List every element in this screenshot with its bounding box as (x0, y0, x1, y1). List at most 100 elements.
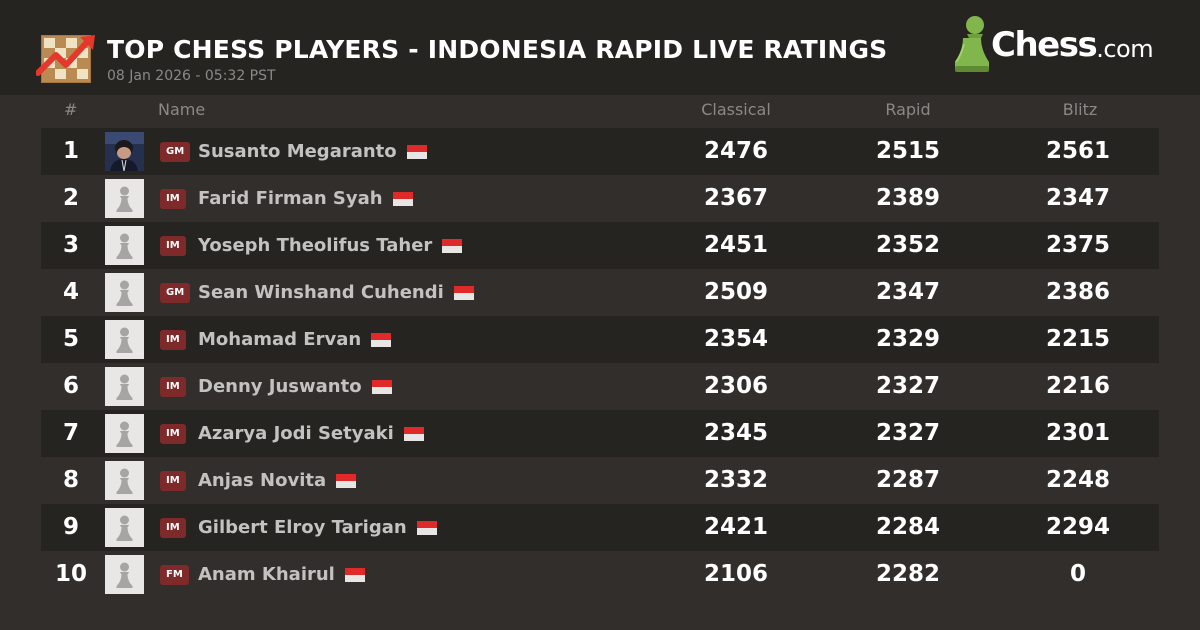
pawn-icon (116, 186, 133, 212)
pawn-icon (116, 280, 133, 306)
rank: 5 (62, 326, 79, 352)
rapid-rating: 2282 (875, 561, 940, 587)
player-name[interactable]: Anjas Novita (198, 470, 327, 491)
pawn-icon (116, 421, 133, 447)
ratings-table: 1 GM Susanto Megaranto 2476 2515 2561 2 … (41, 128, 1159, 598)
blitz-rating: 2294 (1045, 514, 1110, 540)
player-name[interactable]: Gilbert Elroy Tarigan (198, 517, 407, 538)
table-row[interactable]: 1 GM Susanto Megaranto 2476 2515 2561 (41, 128, 1159, 175)
avatar[interactable] (105, 461, 144, 500)
table-row[interactable]: 9 IM Gilbert Elroy Tarigan 2421 2284 229… (41, 504, 1159, 551)
classical-rating: 2476 (703, 138, 768, 164)
rank: 9 (62, 514, 79, 540)
avatar[interactable] (105, 367, 144, 406)
title-badge: IM (160, 377, 186, 397)
column-header-rapid: Rapid (885, 100, 931, 119)
rank: 2 (62, 185, 79, 211)
indonesia-flag-icon (344, 567, 365, 582)
table-row[interactable]: 7 IM Azarya Jodi Setyaki 2345 2327 2301 (41, 410, 1159, 457)
pawn-icon (116, 468, 133, 494)
rapid-rating: 2347 (875, 279, 940, 305)
indonesia-flag-icon (406, 144, 427, 159)
blitz-rating: 2375 (1045, 232, 1110, 258)
classical-rating: 2421 (703, 514, 768, 540)
avatar[interactable] (105, 132, 144, 171)
player-name[interactable]: Susanto Megaranto (198, 141, 397, 162)
blitz-rating: 2561 (1045, 138, 1110, 164)
pawn-icon (116, 327, 133, 353)
title-badge: GM (160, 283, 191, 303)
player-name[interactable]: Yoseph Theolifus Taher (198, 235, 433, 256)
table-row[interactable]: 6 IM Denny Juswanto 2306 2327 2216 (41, 363, 1159, 410)
title-badge: IM (160, 189, 186, 209)
blitz-rating: 2216 (1045, 373, 1110, 399)
blitz-rating: 2248 (1045, 467, 1110, 493)
player-name[interactable]: Mohamad Ervan (198, 329, 362, 350)
avatar[interactable] (105, 320, 144, 359)
table-row[interactable]: 2 IM Farid Firman Syah 2367 2389 2347 (41, 175, 1159, 222)
title-badge: IM (160, 330, 186, 350)
rapid-rating: 2352 (875, 232, 940, 258)
indonesia-flag-icon (403, 426, 424, 441)
chessboard-trending-up-icon (35, 33, 98, 85)
avatar[interactable] (105, 508, 144, 547)
title-badge: FM (160, 565, 189, 585)
classical-rating: 2306 (703, 373, 768, 399)
rapid-rating: 2287 (875, 467, 940, 493)
rapid-rating: 2327 (875, 420, 940, 446)
table-row[interactable]: 3 IM Yoseph Theolifus Taher 2451 2352 23… (41, 222, 1159, 269)
player-name[interactable]: Azarya Jodi Setyaki (198, 423, 394, 444)
column-header-rank: # (64, 100, 78, 119)
blitz-rating: 2301 (1045, 420, 1110, 446)
avatar[interactable] (105, 179, 144, 218)
indonesia-flag-icon (371, 332, 392, 347)
indonesia-flag-icon (416, 520, 437, 535)
blitz-rating: 0 (1069, 561, 1086, 587)
indonesia-flag-icon (336, 473, 357, 488)
classical-rating: 2367 (703, 185, 768, 211)
chess-com-logo[interactable]: Chess .com (955, 15, 1170, 75)
timestamp: 08 Jan 2026 - 05:32 PST (107, 68, 276, 84)
rapid-rating: 2329 (875, 326, 940, 352)
avatar[interactable] (105, 414, 144, 453)
avatar[interactable] (105, 273, 144, 312)
title-badge: GM (160, 142, 191, 162)
rapid-rating: 2515 (875, 138, 940, 164)
rapid-rating: 2327 (875, 373, 940, 399)
player-name[interactable]: Sean Winshand Cuhendi (198, 282, 444, 303)
blitz-rating: 2347 (1045, 185, 1110, 211)
table-row[interactable]: 10 FM Anam Khairul 2106 2282 0 (41, 551, 1159, 598)
indonesia-flag-icon (442, 238, 463, 253)
column-header-classical: Classical (701, 100, 771, 119)
player-name[interactable]: Farid Firman Syah (198, 188, 383, 209)
classical-rating: 2106 (703, 561, 768, 587)
column-header-name: Name (158, 100, 206, 119)
player-name[interactable]: Anam Khairul (198, 564, 335, 585)
rank: 8 (62, 467, 79, 493)
classical-rating: 2345 (703, 420, 768, 446)
classical-rating: 2332 (703, 467, 768, 493)
classical-rating: 2451 (703, 232, 768, 258)
title-badge: IM (160, 236, 186, 256)
page-title: TOP CHESS PLAYERS - INDONESIA RAPID LIVE… (107, 35, 888, 64)
table-row[interactable]: 8 IM Anjas Novita 2332 2287 2248 (41, 457, 1159, 504)
title-badge: IM (160, 424, 186, 444)
title-badge: IM (160, 518, 186, 538)
indonesia-flag-icon (371, 379, 392, 394)
avatar[interactable] (105, 555, 144, 594)
brand-name: Chess (991, 25, 1098, 65)
player-name[interactable]: Denny Juswanto (198, 376, 362, 397)
avatar[interactable] (105, 226, 144, 265)
table-row[interactable]: 4 GM Sean Winshand Cuhendi 2509 2347 238… (41, 269, 1159, 316)
table-header: # Name Classical Rapid Blitz (0, 100, 1200, 122)
indonesia-flag-icon (392, 191, 413, 206)
table-row[interactable]: 5 IM Mohamad Ervan 2354 2329 2215 (41, 316, 1159, 363)
rapid-rating: 2284 (875, 514, 940, 540)
rank: 7 (62, 420, 79, 446)
rank: 10 (54, 561, 87, 587)
pawn-icon (116, 562, 133, 588)
rapid-rating: 2389 (875, 185, 940, 211)
title-badge: IM (160, 471, 186, 491)
pawn-icon (116, 233, 133, 259)
blitz-rating: 2386 (1045, 279, 1110, 305)
